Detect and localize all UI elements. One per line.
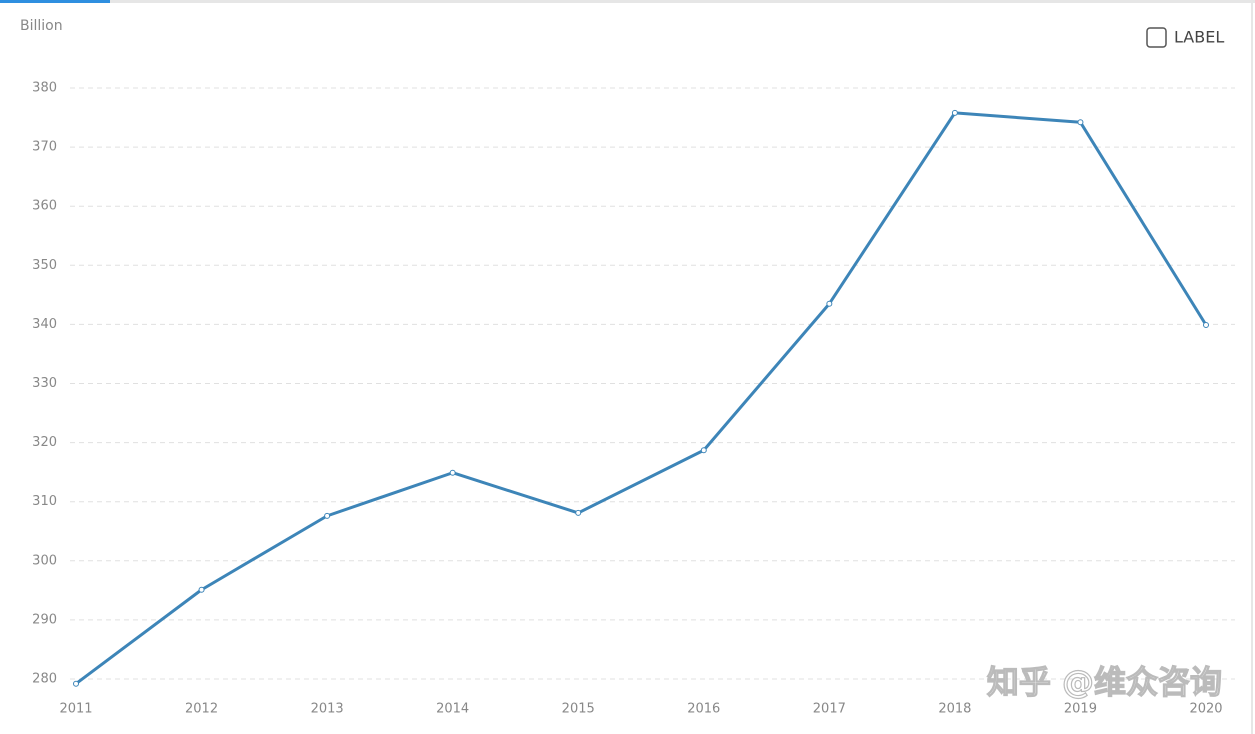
data-point	[198, 586, 205, 593]
data-point	[449, 469, 456, 476]
y-tick-label: 290	[32, 612, 57, 627]
checkbox[interactable]	[1146, 27, 1167, 48]
watermark: 知乎 @维众咨询	[987, 663, 1222, 701]
y-tick-label: 370	[32, 140, 57, 155]
data-point	[324, 512, 331, 519]
y-tick-label: 320	[32, 435, 57, 450]
y-tick-label: 360	[32, 199, 57, 214]
data-point	[826, 300, 833, 307]
data-point	[1203, 321, 1209, 328]
data-point	[73, 680, 79, 687]
x-tick-label: 2017	[813, 702, 846, 717]
data-point	[1077, 119, 1084, 126]
x-tick-label: 2016	[687, 702, 720, 717]
label-toggle[interactable]: LABEL	[1146, 27, 1224, 48]
y-tick-label: 310	[32, 494, 57, 509]
data-point	[951, 109, 958, 116]
y-tick-label: 350	[32, 258, 57, 273]
data-point	[700, 447, 707, 454]
y-tick-label: 340	[32, 317, 57, 332]
y-tick-label: 300	[32, 553, 57, 568]
checkbox-label[interactable]: LABEL	[1174, 28, 1224, 47]
data-line	[75, 111, 1208, 685]
y-tick-label: 380	[32, 81, 57, 96]
x-tick-label: 2015	[562, 702, 595, 717]
y-tick-label: 280	[32, 671, 57, 686]
x-tick-label: 2011	[59, 702, 92, 717]
x-tick-label: 2012	[185, 702, 218, 717]
x-tick-label: 2014	[436, 702, 469, 717]
x-tick-label: 2019	[1064, 702, 1097, 717]
unit-label: Billion	[20, 18, 63, 34]
x-tick-label: 2013	[311, 702, 344, 717]
y-tick-label: 330	[32, 376, 57, 391]
data-point	[575, 509, 582, 516]
x-tick-label: 2018	[938, 702, 971, 717]
x-tick-label: 2020	[1189, 702, 1222, 717]
